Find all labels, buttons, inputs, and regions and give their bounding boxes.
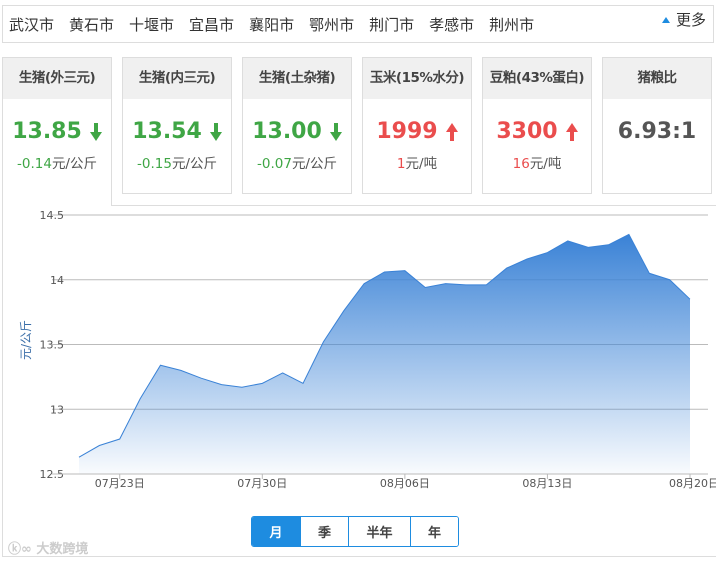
watermark-logo: ⓚ∞ 大数跨境 (8, 542, 89, 557)
card-unit: 元/公斤 (51, 156, 97, 172)
card-title: 生猪(外三元) (3, 58, 111, 99)
card-unit: 元/吨 (529, 156, 562, 172)
more-label: 更多 (675, 11, 706, 29)
triangle-up-icon (661, 16, 670, 23)
x-tick-label: 07月30日 (237, 477, 287, 490)
city-link[interactable]: 武汉市 (9, 15, 55, 34)
y-tick-label: 14 (50, 274, 64, 287)
card-value: 6.93:1 (617, 119, 697, 144)
card-unit: 元/公斤 (291, 156, 337, 172)
x-tick-label: 08月20日 (669, 477, 716, 490)
city-link[interactable]: 荆州市 (489, 15, 535, 34)
area-fill (79, 234, 690, 474)
card-change: -0.07 (257, 156, 292, 172)
card-value: 1999 (376, 119, 438, 144)
range-selector: 月季半年年 (251, 516, 459, 547)
panel-border (111, 205, 716, 206)
x-tick-label: 08月13日 (522, 477, 572, 490)
card-change: 1 (396, 156, 406, 172)
price-card[interactable]: 豆粕(43%蛋白) 3300 16元/吨 (482, 57, 592, 194)
y-tick-label: 14.5 (40, 209, 65, 222)
card-title: 玉米(15%水分) (363, 58, 471, 99)
y-tick-label: 13 (50, 403, 64, 416)
card-change: -0.14 (17, 156, 52, 172)
city-link[interactable]: 荆门市 (369, 15, 415, 34)
city-link[interactable]: 黄石市 (69, 15, 115, 34)
card-value: 13.00 (252, 119, 322, 144)
arrow-down-icon (329, 122, 342, 141)
arrow-down-icon (209, 122, 222, 141)
price-card[interactable]: 玉米(15%水分) 1999 1元/吨 (362, 57, 472, 194)
card-unit: 元/公斤 (171, 156, 217, 172)
card-change: -0.15 (137, 156, 172, 172)
watermark-text: 大数跨境 (36, 542, 89, 557)
city-bar: 武汉市 黄石市 十堰市 宜昌市 襄阳市 鄂州市 荆门市 孝感市 荆州市 (2, 5, 714, 43)
y-tick-label: 12.5 (40, 468, 65, 481)
card-title: 生猪(土杂猪) (243, 58, 351, 99)
x-tick-label: 07月23日 (95, 477, 145, 490)
y-axis-label: 元/公斤 (19, 320, 33, 360)
card-value: 3300 (496, 119, 558, 144)
range-button[interactable]: 半年 (348, 517, 410, 546)
price-card[interactable]: 生猪(外三元) 13.85 -0.14元/公斤 (2, 57, 112, 206)
arrow-up-icon (445, 122, 458, 141)
range-button[interactable]: 年 (410, 517, 458, 546)
more-button[interactable]: 更多 (661, 9, 706, 30)
city-link[interactable]: 宜昌市 (189, 15, 235, 34)
price-card[interactable]: 生猪(内三元) 13.54 -0.15元/公斤 (122, 57, 232, 194)
chart-panel (2, 205, 716, 557)
card-title: 猪粮比 (603, 58, 711, 99)
range-button[interactable]: 月 (252, 517, 300, 546)
y-tick-label: 13.5 (40, 339, 65, 352)
price-chart: 12.5 13 13.5 14 14.5 07月23日 07月30日 08月06日 08月13日… (19, 209, 716, 490)
city-link[interactable]: 襄阳市 (249, 15, 295, 34)
card-title: 生猪(内三元) (123, 58, 231, 99)
arrow-up-icon (565, 122, 578, 141)
card-title: 豆粕(43%蛋白) (483, 58, 591, 99)
price-card[interactable]: 猪粮比 6.93:1 (602, 57, 712, 194)
card-value: 13.85 (12, 119, 82, 144)
price-card[interactable]: 生猪(土杂猪) 13.00 -0.07元/公斤 (242, 57, 352, 194)
card-change: 16 (512, 156, 530, 172)
card-value: 13.54 (132, 119, 202, 144)
range-button[interactable]: 季 (300, 517, 348, 546)
card-unit: 元/吨 (405, 156, 438, 172)
city-link[interactable]: 鄂州市 (309, 15, 355, 34)
city-link[interactable]: 孝感市 (429, 15, 475, 34)
arrow-down-icon (89, 122, 102, 141)
x-tick-label: 08月06日 (380, 477, 430, 490)
city-link[interactable]: 十堰市 (129, 15, 175, 34)
